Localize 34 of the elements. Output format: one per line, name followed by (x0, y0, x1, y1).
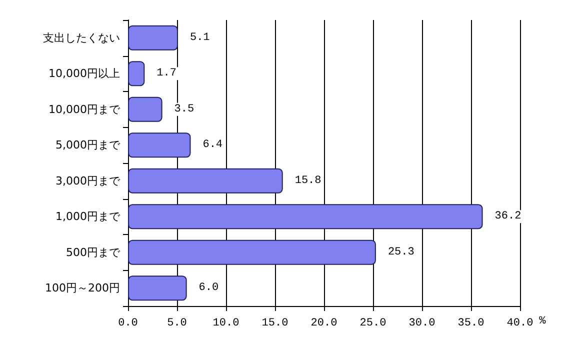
y-tick-label: 10,000円まで (48, 102, 121, 116)
bar (128, 25, 178, 50)
bar (128, 132, 191, 158)
y-tick-label: 支出したくない (43, 31, 120, 44)
x-tick-label: 30.0 (408, 318, 436, 330)
bar (128, 168, 283, 194)
bar (128, 276, 187, 301)
data-label: 25.3 (388, 246, 414, 258)
x-tick-label: 5.0 (167, 318, 187, 330)
data-label: 5.1 (190, 32, 210, 44)
x-tick-label: 25.0 (360, 318, 386, 330)
x-tick-label: 0.0 (118, 318, 138, 330)
data-label: 6.0 (198, 282, 219, 294)
x-tick-label: 10.0 (212, 318, 240, 330)
x-tick-label: 35.0 (458, 318, 484, 330)
bar (128, 61, 145, 86)
data-label: 6.4 (202, 139, 223, 152)
data-label: 3.5 (174, 103, 194, 116)
x-axis-title: % (539, 316, 546, 328)
y-tick-label: 100円～200円 (45, 282, 120, 295)
bar (128, 240, 376, 265)
bar (128, 204, 483, 230)
bar (128, 96, 162, 122)
data-label: 36.2 (494, 210, 522, 223)
y-tick-label: 1,000円まで (56, 210, 121, 224)
data-label: 15.8 (294, 174, 322, 187)
data-label: 1.7 (156, 68, 176, 80)
y-tick-label: 10,000円以上 (48, 67, 120, 80)
x-tick-label: 20.0 (310, 318, 338, 330)
x-tick-label: 40.0 (506, 318, 534, 330)
y-tick-label: 5,000円まで (56, 138, 121, 152)
y-tick-label: 3,000円まで (56, 174, 121, 188)
y-tick-label: 500円まで (66, 246, 121, 259)
x-tick-label: 15.0 (262, 318, 288, 330)
